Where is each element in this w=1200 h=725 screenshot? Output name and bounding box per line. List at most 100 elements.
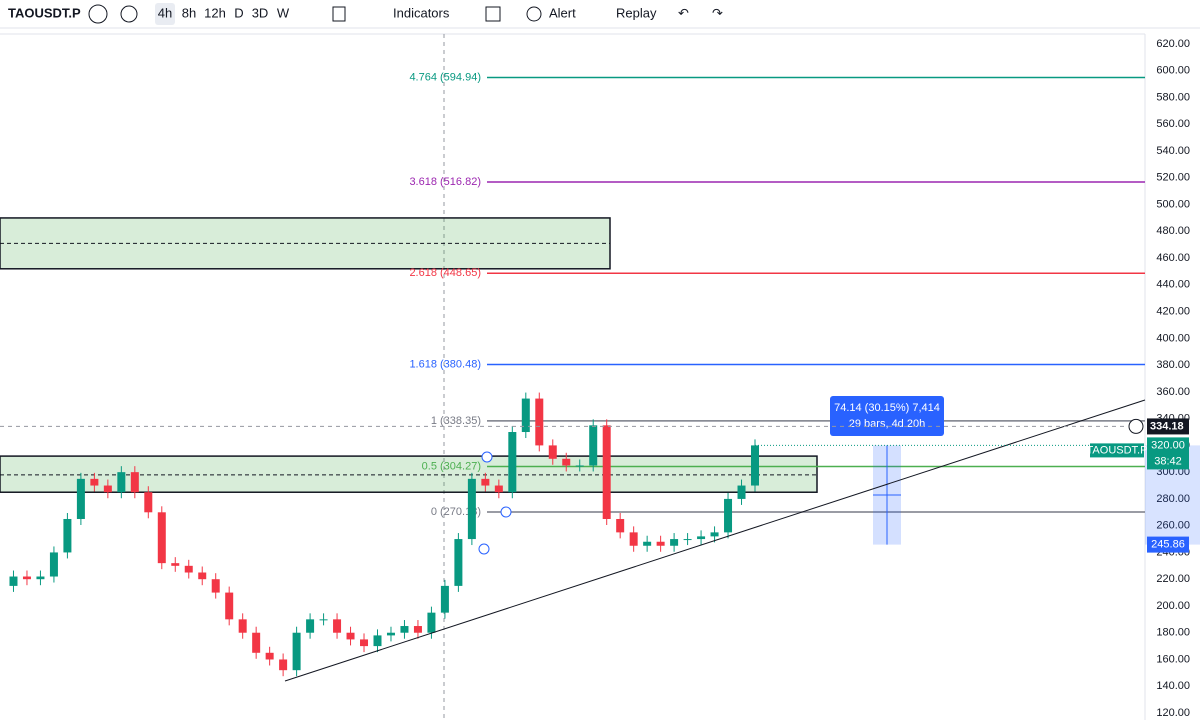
interval[interactable]: 8h	[182, 5, 196, 20]
trendline	[284, 399, 1146, 682]
candle	[225, 592, 234, 620]
candle	[602, 425, 611, 519]
interval[interactable]: 4h	[158, 5, 172, 20]
countdown: 38:42	[1154, 455, 1182, 467]
price-tick-label: 380.00	[1156, 359, 1190, 371]
candle	[22, 576, 31, 580]
fib-label: 1.618 (380.48)	[409, 358, 481, 370]
candle	[481, 478, 490, 486]
symbol-tag-bg	[1090, 443, 1144, 458]
interval[interactable]: 3D	[252, 5, 269, 20]
toolbar: TAOUSDT.P 4h 8h 12h D 3D W Indicators Alert R…	[0, 0, 1200, 29]
measure-low: 245.86	[1151, 539, 1185, 551]
price-tick-label: 520.00	[1156, 172, 1190, 184]
price-tick-label: 220.00	[1156, 573, 1190, 585]
price-tick-label: 560.00	[1156, 118, 1190, 130]
replay[interactable]: Replay	[616, 5, 657, 20]
measure-line1: 74.14 (30.15%) 7,414	[834, 402, 940, 414]
candle	[306, 619, 315, 633]
candle	[373, 635, 382, 647]
candle	[63, 518, 72, 553]
price-tick-label: 420.00	[1156, 306, 1190, 318]
measure-line2: 29 bars, 4d 20h	[849, 418, 925, 430]
undo[interactable]: ↶	[678, 5, 689, 20]
candle	[562, 458, 571, 466]
price-tick-label: 540.00	[1156, 145, 1190, 157]
candle	[265, 652, 274, 660]
candle	[454, 539, 463, 586]
price-tick-label: 580.00	[1156, 91, 1190, 103]
candle-icon[interactable]	[332, 6, 346, 22]
candle	[171, 563, 180, 566]
anchor[interactable]	[481, 451, 493, 463]
candle	[198, 572, 207, 580]
price-tick-label: 120.00	[1156, 707, 1190, 719]
candle	[157, 512, 166, 564]
alert-icon[interactable]	[526, 6, 542, 22]
candle	[184, 565, 193, 573]
candle	[427, 612, 436, 633]
candle	[575, 465, 584, 467]
interval[interactable]: D	[234, 5, 243, 20]
candle	[521, 398, 530, 433]
interval[interactable]: W	[277, 5, 290, 20]
layout-icon[interactable]	[485, 6, 501, 22]
candle	[683, 539, 692, 541]
interval[interactable]: 12h	[204, 5, 226, 20]
candle	[9, 576, 18, 586]
symbol[interactable]: TAOUSDT.P	[8, 5, 81, 20]
measure-low-bg	[1147, 536, 1189, 553]
price-tick-label: 500.00	[1156, 198, 1190, 210]
toolbar-bg	[0, 0, 1200, 28]
candle	[467, 478, 476, 540]
anchor[interactable]	[500, 506, 512, 518]
candle	[386, 632, 395, 636]
candle	[413, 626, 422, 633]
price-tick-label: 360.00	[1156, 386, 1190, 398]
last-badge-bg	[1147, 437, 1189, 470]
candle	[292, 632, 301, 671]
candle	[616, 518, 625, 533]
price-tick-label: 200.00	[1156, 600, 1190, 612]
candle	[36, 576, 45, 580]
candle	[710, 532, 719, 537]
alert[interactable]: Alert	[549, 5, 576, 20]
indicators[interactable]: Indicators	[393, 5, 450, 20]
candle	[535, 398, 544, 446]
redo[interactable]: ↷	[712, 5, 723, 20]
price-tick-label: 440.00	[1156, 279, 1190, 291]
fib-label: 0.5 (304.27)	[422, 460, 481, 472]
candle	[211, 579, 220, 593]
candle	[724, 498, 733, 533]
candle	[400, 626, 409, 633]
price-tick-label: 260.00	[1156, 520, 1190, 532]
candle	[737, 485, 746, 499]
price-tick-label: 620.00	[1156, 38, 1190, 50]
candle	[670, 539, 679, 546]
anchor[interactable]	[478, 543, 490, 555]
candle	[76, 478, 85, 519]
candle	[144, 492, 153, 513]
candle	[494, 485, 503, 493]
candle	[49, 552, 58, 577]
icon[interactable]	[88, 4, 108, 24]
price-tick-label: 460.00	[1156, 252, 1190, 264]
fib-label: 3.618 (516.82)	[409, 176, 481, 188]
candle	[360, 639, 369, 647]
price-tick-label: 280.00	[1156, 493, 1190, 505]
candle	[90, 478, 99, 486]
interval-active	[155, 3, 175, 25]
candle	[508, 432, 517, 493]
price-tick-label: 400.00	[1156, 332, 1190, 344]
crosshair-plus[interactable]	[1128, 418, 1144, 434]
badge-bg	[1147, 418, 1189, 435]
price-tick-label: 480.00	[1156, 225, 1190, 237]
symbol-tag: TAOUSDT.P	[1087, 444, 1148, 456]
candle	[103, 485, 112, 493]
price-tick-label: 180.00	[1156, 627, 1190, 639]
candle	[279, 659, 288, 671]
candle	[117, 472, 126, 493]
add-icon[interactable]	[120, 5, 138, 23]
fib-label: 4.764 (594.94)	[409, 71, 481, 83]
